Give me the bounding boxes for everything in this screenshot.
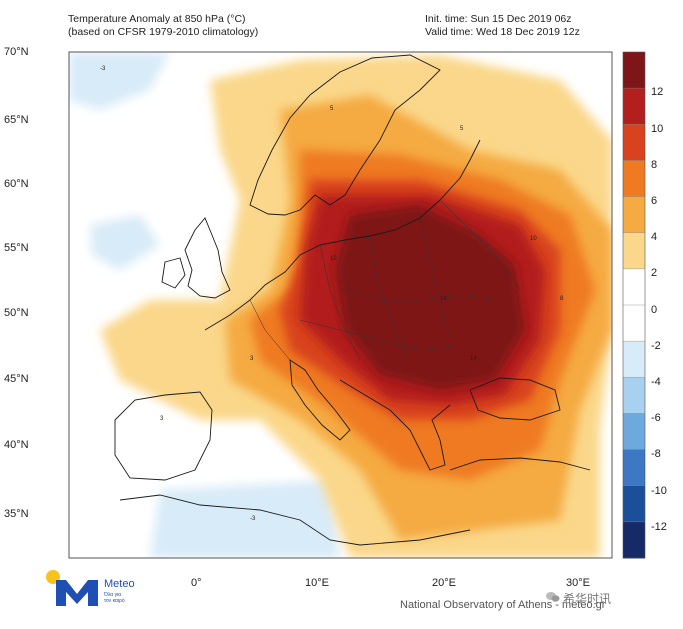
meteo-m-icon (56, 580, 98, 606)
contour-label: 3 (160, 416, 164, 422)
colorbar-segment (623, 124, 645, 161)
colorbar-segment (623, 232, 645, 270)
colorbar-segment (623, 305, 645, 342)
slogan-line-2: τον καιρό (104, 598, 125, 604)
colorbar (623, 52, 645, 559)
anomaly-field: 14 14 12 10 8 5 5 3 3 -3 -3 (69, 52, 612, 558)
colorbar-segment (623, 377, 645, 414)
colorbar-segment (623, 196, 645, 234)
colorbar-label: 4 (651, 231, 658, 243)
contour-labels: 14 14 12 10 8 5 5 3 3 -3 -3 (100, 66, 564, 522)
wechat-icon (546, 592, 560, 602)
colorbar-label: -2 (651, 340, 661, 352)
contour-label: -3 (100, 66, 106, 72)
brand-slogan: Όλα για τον καιρό (104, 592, 125, 604)
lat-label-35: 35°N (4, 508, 29, 520)
lon-label-20e: 20°E (432, 577, 456, 589)
slogan-line-1: Όλα για (104, 592, 122, 598)
source-credit: National Observatory of Athens - meteo.g… (400, 599, 606, 611)
coastlines (114, 54, 591, 546)
colorbar-label: 8 (651, 159, 658, 171)
contour-label: 3 (250, 356, 254, 362)
colorbar-segment (623, 52, 645, 89)
colorbar-segment (623, 268, 645, 306)
title-line-2: (based on CFSR 1979-2010 climatology) (68, 26, 259, 38)
contour-label: 14 (470, 356, 477, 362)
lat-label-55: 55°N (4, 242, 29, 254)
watermark: 希华时讯 (563, 592, 612, 606)
brand-name: Meteo (104, 578, 135, 590)
colorbar-segment (623, 413, 645, 451)
map-frame (68, 51, 613, 559)
lon-label-30e: 30°E (566, 577, 590, 589)
meteo-logo: Meteo Όλα για τον καιρό (46, 570, 156, 610)
title-line-1: Temperature Anomaly at 850 hPa (°C) (68, 13, 246, 25)
colorbar-label: 10 (651, 123, 664, 135)
colorbar-segment (623, 449, 645, 487)
contour-label: -3 (250, 516, 256, 522)
contour-label: 8 (560, 296, 564, 302)
colorbar-label: 6 (651, 195, 658, 207)
contour-label: 12 (330, 256, 337, 262)
lat-label-50: 50°N (4, 307, 29, 319)
time-info: Init. time: Sun 15 Dec 2019 06z Valid ti… (425, 13, 580, 39)
lat-label-60: 60°N (4, 178, 29, 190)
lon-label-0: 0° (191, 577, 202, 589)
contour-label: 10 (530, 236, 537, 242)
lat-label-70: 70°N (4, 46, 29, 58)
colorbar-segment (623, 88, 645, 125)
colorbar-label: -4 (651, 376, 661, 388)
colorbar-label: 2 (651, 267, 658, 279)
colorbar-frame (622, 51, 646, 559)
contour-label: 14 (440, 296, 447, 302)
colorbar-label: 12 (651, 86, 664, 98)
colorbar-segment (623, 521, 645, 559)
colorbar-label: -12 (651, 521, 667, 533)
colorbar-segment (623, 341, 645, 378)
contour-label: 5 (330, 106, 334, 112)
contour-label: 5 (460, 126, 464, 132)
colorbar-segment (623, 160, 645, 198)
valid-time: Valid time: Wed 18 Dec 2019 12z (425, 26, 580, 38)
lat-label-45: 45°N (4, 373, 29, 385)
colorbar-label: -8 (651, 448, 661, 460)
lat-label-65: 65°N (4, 114, 29, 126)
map-title: Temperature Anomaly at 850 hPa (°C) (bas… (68, 13, 258, 39)
colorbar-label: 0 (651, 304, 658, 316)
colorbar-label: -6 (651, 412, 661, 424)
lon-label-10e: 10°E (305, 577, 329, 589)
colorbar-label: -10 (651, 485, 667, 497)
colorbar-segment (623, 485, 645, 523)
country-borders (249, 199, 521, 361)
init-time: Init. time: Sun 15 Dec 2019 06z (425, 13, 572, 25)
lat-label-40: 40°N (4, 439, 29, 451)
